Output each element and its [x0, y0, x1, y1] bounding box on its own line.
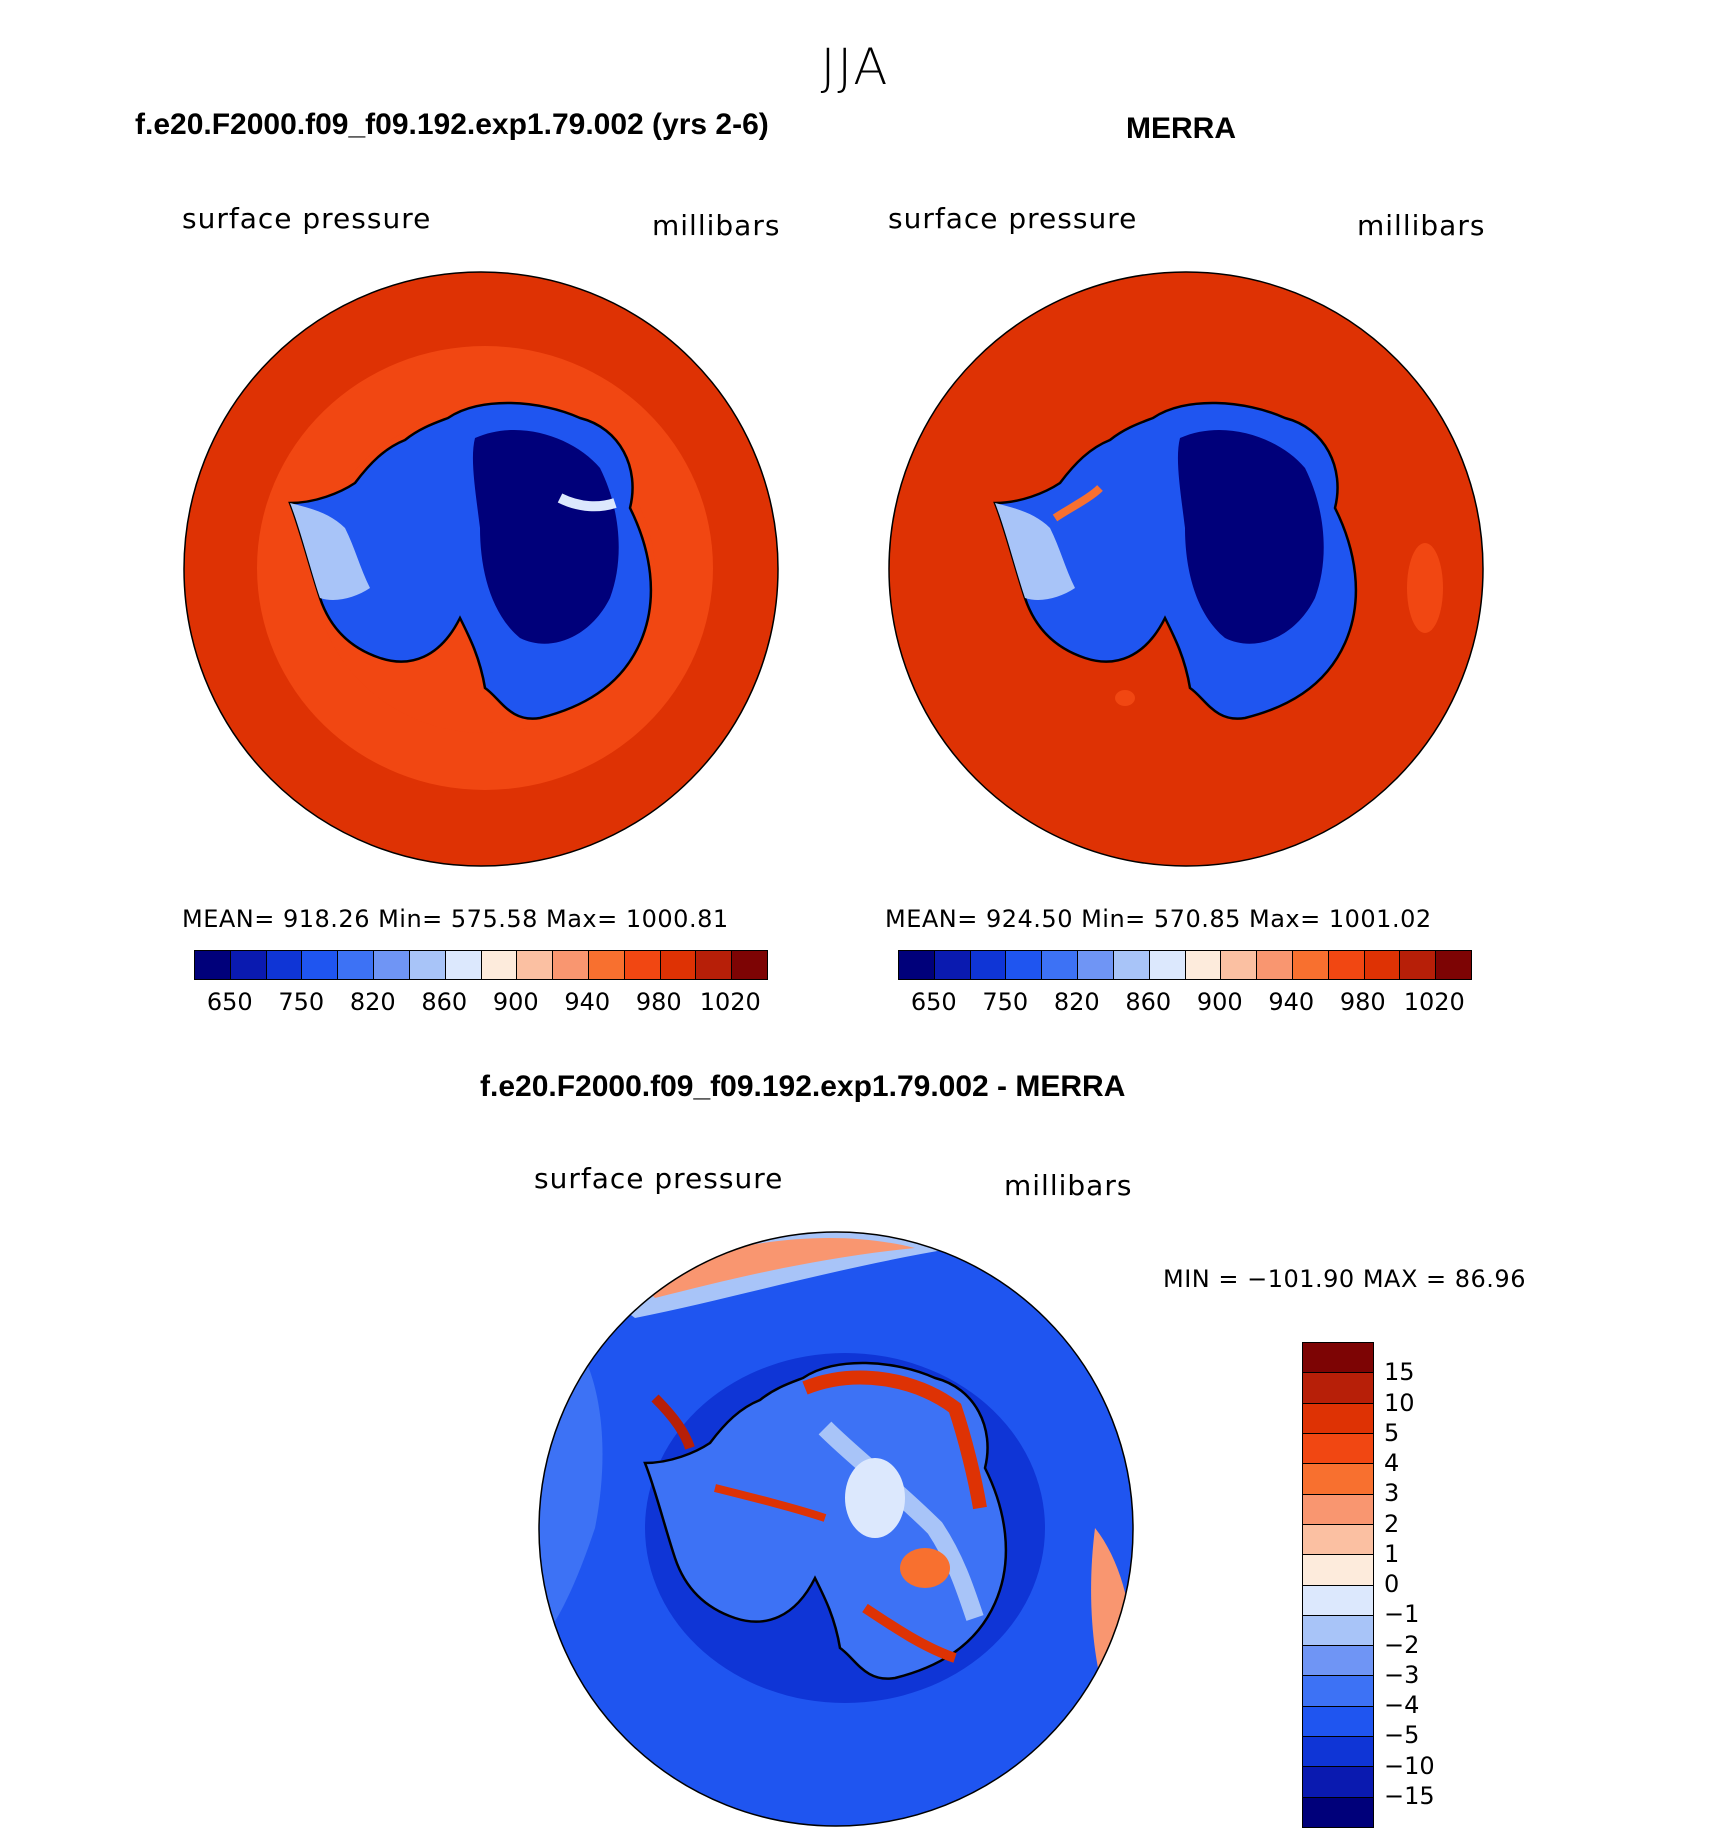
colorbar-swatch — [1364, 951, 1401, 979]
colorbar-swatch — [1328, 951, 1365, 979]
colorbar-tick-label: −10 — [1384, 1751, 1435, 1780]
colorbar-swatch — [624, 951, 661, 979]
difference-minmax: MIN = −101.90 MAX = 86.96 — [1163, 1265, 1526, 1293]
panel1-units: millibars — [652, 209, 781, 242]
colorbar-tick-label: 980 — [1339, 988, 1386, 1016]
colorbar-swatch — [970, 951, 1007, 979]
difference-title: f.e20.F2000.f09_f09.192.exp1.79.002 - ME… — [480, 1070, 1126, 1103]
colorbar-swatch — [934, 951, 971, 979]
difference-variable: surface pressure — [534, 1162, 784, 1195]
colorbar-tick-label: −1 — [1384, 1600, 1420, 1629]
colorbar-swatch — [1303, 1797, 1373, 1827]
colorbar-swatch — [1257, 951, 1293, 979]
colorbar-tick-label: 750 — [278, 988, 325, 1016]
colorbar-tick-label: 15 — [1384, 1358, 1415, 1387]
colorbar-tick-label: 10 — [1384, 1388, 1415, 1417]
panel1-stats: MEAN= 918.26 Min= 575.58 Max= 1000.81 — [182, 905, 729, 933]
colorbar-swatch — [1303, 1767, 1373, 1798]
colorbar-swatch — [1303, 1676, 1373, 1707]
colorbar-swatch — [1303, 1373, 1373, 1404]
colorbar-swatch — [1149, 951, 1186, 979]
colorbar-tick-label: 650 — [910, 988, 957, 1016]
panel2-units: millibars — [1357, 209, 1486, 242]
colorbar-tick-label: 940 — [1268, 988, 1315, 1016]
colorbar-swatch — [1303, 1615, 1373, 1647]
colorbar-swatch — [1185, 951, 1222, 979]
colorbar-tick-label: 2 — [1384, 1509, 1400, 1538]
colorbar-tick-label: −15 — [1384, 1781, 1435, 1810]
colorbar-swatch — [445, 951, 482, 979]
colorbar-swatch — [1303, 1494, 1373, 1525]
colorbar-tick-label: 820 — [349, 988, 396, 1016]
colorbar-swatch — [1303, 1433, 1373, 1465]
colorbar-swatch — [696, 951, 733, 979]
colorbar-swatch — [1006, 951, 1043, 979]
colorbar-swatch — [660, 951, 697, 979]
colorbar-tick-label: 980 — [635, 988, 682, 1016]
colorbar-swatch — [1292, 951, 1329, 979]
colorbar-swatch — [230, 951, 267, 979]
panel2-colorbar — [898, 950, 1472, 980]
colorbar-tick-label: 4 — [1384, 1449, 1400, 1477]
panel2-map — [888, 271, 1484, 867]
colorbar-tick-label: 860 — [421, 988, 468, 1016]
colorbar-swatch — [1303, 1403, 1373, 1434]
colorbar-swatch — [1303, 1585, 1373, 1616]
colorbar-swatch — [1400, 951, 1437, 979]
colorbar-tick-label: 900 — [492, 988, 539, 1016]
colorbar-swatch — [1303, 1706, 1373, 1738]
panel2-variable: surface pressure — [888, 202, 1138, 235]
colorbar-tick-label: 940 — [564, 988, 611, 1016]
colorbar-tick-label: 860 — [1125, 988, 1172, 1016]
colorbar-swatch — [1303, 1343, 1373, 1374]
colorbar-swatch — [1303, 1555, 1373, 1586]
colorbar-swatch — [588, 951, 625, 979]
colorbar-swatch — [553, 951, 589, 979]
colorbar-tick-label: 750 — [982, 988, 1029, 1016]
difference-units: millibars — [1004, 1169, 1133, 1202]
colorbar-swatch — [409, 951, 446, 979]
difference-antarctica — [643, 1361, 1008, 1680]
colorbar-tick-label: −5 — [1384, 1721, 1420, 1750]
colorbar-tick-label: 820 — [1053, 988, 1100, 1016]
panel1-title: f.e20.F2000.f09_f09.192.exp1.79.002 (yrs… — [135, 108, 769, 141]
panel2-title: MERRA — [1126, 112, 1236, 145]
colorbar-swatch — [899, 951, 935, 979]
colorbar-swatch — [1303, 1646, 1373, 1677]
colorbar-swatch — [732, 951, 767, 979]
colorbar-tick-label: 3 — [1384, 1479, 1400, 1508]
difference-map — [538, 1231, 1134, 1827]
colorbar-swatch — [1303, 1524, 1373, 1556]
colorbar-tick-label: −3 — [1384, 1660, 1420, 1689]
colorbar-tick-label: 1 — [1384, 1539, 1400, 1568]
colorbar-swatch — [1078, 951, 1114, 979]
colorbar-swatch — [195, 951, 231, 979]
colorbar-swatch — [266, 951, 303, 979]
colorbar-tick-label: 1020 — [699, 988, 761, 1016]
colorbar-swatch — [517, 951, 554, 979]
colorbar-swatch — [374, 951, 410, 979]
colorbar-tick-label: −4 — [1384, 1691, 1420, 1719]
season-title: JJA — [820, 38, 890, 96]
colorbar-tick-label: 0 — [1384, 1570, 1400, 1598]
colorbar-tick-label: −2 — [1384, 1630, 1420, 1659]
colorbar-swatch — [1303, 1737, 1373, 1768]
panel1-colorbar — [194, 950, 768, 980]
panel1-map — [183, 271, 779, 867]
colorbar-swatch — [1303, 1464, 1373, 1495]
colorbar-swatch — [302, 951, 339, 979]
panel1-variable: surface pressure — [182, 202, 432, 235]
colorbar-swatch — [1042, 951, 1079, 979]
difference-colorbar — [1302, 1342, 1374, 1828]
colorbar-swatch — [1113, 951, 1150, 979]
colorbar-tick-label: 1020 — [1403, 988, 1465, 1016]
colorbar-swatch — [481, 951, 518, 979]
panel2-stats: MEAN= 924.50 Min= 570.85 Max= 1001.02 — [885, 905, 1432, 933]
colorbar-swatch — [338, 951, 375, 979]
colorbar-swatch — [1221, 951, 1258, 979]
colorbar-tick-label: 5 — [1384, 1418, 1400, 1447]
colorbar-swatch — [1436, 951, 1471, 979]
colorbar-tick-label: 900 — [1196, 988, 1243, 1016]
colorbar-tick-label: 650 — [206, 988, 253, 1016]
